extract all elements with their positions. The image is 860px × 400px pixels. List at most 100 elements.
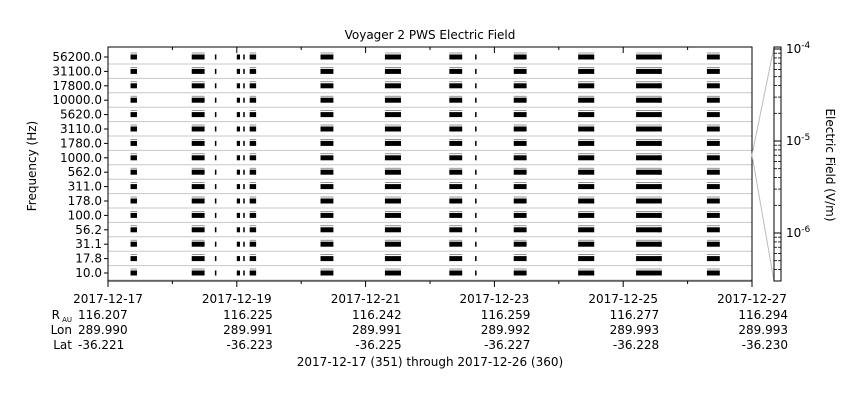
data-block (578, 184, 595, 190)
data-block (320, 198, 334, 204)
y-axis-label: Frequency (Hz) (25, 121, 39, 212)
ephemeris-value: 289.991 (352, 323, 402, 337)
data-block (706, 169, 720, 175)
data-block (243, 212, 245, 218)
data-block (191, 54, 205, 60)
data-block (236, 68, 241, 74)
data-block (475, 97, 477, 103)
ephemeris-value: 116.294 (738, 308, 788, 322)
data-block (214, 97, 217, 103)
data-block (475, 54, 477, 60)
data-block (658, 97, 661, 103)
data-block (636, 54, 662, 60)
data-block (658, 241, 661, 247)
data-block (236, 112, 241, 118)
data-block (449, 184, 463, 190)
data-block (236, 256, 241, 262)
data-block (513, 140, 527, 146)
x-axis-label: 2017-12-17 (351) through 2017-12-26 (360… (297, 355, 563, 369)
ephemeris-value: 116.277 (610, 308, 660, 322)
data-block (449, 83, 463, 89)
data-block (706, 212, 720, 218)
data-block (130, 241, 137, 247)
data-block (243, 198, 245, 204)
colorbar-frame (773, 46, 782, 282)
data-block (243, 140, 245, 146)
data-block (384, 198, 402, 204)
x-tick-label: 2017-12-27 (717, 292, 787, 306)
data-block (130, 54, 137, 60)
ephemeris-label-lon: Lon (51, 323, 72, 337)
data-block (449, 227, 463, 233)
colorbar-tick-label: 10-4 (786, 41, 811, 56)
data-block (130, 270, 137, 276)
data-block (706, 227, 720, 233)
y-tick-label: 562.0 (68, 165, 102, 179)
data-block (214, 256, 217, 262)
data-block (214, 54, 217, 60)
x-tick-label: 2017-12-17 (73, 292, 143, 306)
data-block (320, 68, 334, 74)
x-tick-label: 2017-12-25 (588, 292, 658, 306)
data-block (243, 227, 245, 233)
y-tick-label: 17800.0 (52, 79, 102, 93)
x-tick-label: 2017-12-23 (460, 292, 530, 306)
data-block (130, 112, 137, 118)
data-block (214, 126, 217, 132)
data-block (236, 83, 241, 89)
data-block (130, 256, 137, 262)
data-block (249, 184, 257, 190)
ephemeris-label-r: R (52, 308, 60, 322)
data-block (513, 54, 527, 60)
data-block (706, 112, 720, 118)
ephemeris-value: -36.230 (742, 338, 788, 352)
data-block (578, 270, 595, 276)
ephemeris-value: -36.227 (484, 338, 530, 352)
data-block (578, 155, 595, 161)
y-tick-label: 1780.0 (60, 136, 102, 150)
data-block (384, 184, 402, 190)
data-block (249, 97, 257, 103)
data-block (658, 198, 661, 204)
data-block (475, 126, 477, 132)
ephemeris-value: 289.993 (610, 323, 660, 337)
data-block (578, 169, 595, 175)
data-block (236, 270, 241, 276)
data-block (513, 112, 527, 118)
data-block (706, 83, 720, 89)
data-block (249, 256, 257, 262)
ephemeris-value: 116.242 (352, 308, 402, 322)
data-block (320, 212, 334, 218)
data-block (475, 198, 477, 204)
data-block (449, 97, 463, 103)
data-block (475, 83, 477, 89)
data-block (243, 54, 245, 60)
data-block (130, 155, 137, 161)
data-block (658, 68, 661, 74)
data-block (236, 198, 241, 204)
data-block (243, 97, 245, 103)
data-block (706, 155, 720, 161)
data-block (249, 68, 257, 74)
data-block (706, 140, 720, 146)
data-block (658, 140, 661, 146)
y-tick-label: 31.1 (75, 237, 102, 251)
data-block (658, 54, 661, 60)
colorbar-connector (751, 46, 775, 156)
data-block (658, 112, 661, 118)
data-block (130, 169, 137, 175)
data-block (658, 155, 661, 161)
ephemeris-value: 289.991 (223, 323, 273, 337)
y-tick-label: 1000.0 (60, 151, 102, 165)
data-block (243, 184, 245, 190)
data-block (513, 241, 527, 247)
data-block (578, 198, 595, 204)
data-block (449, 140, 463, 146)
data-block (706, 97, 720, 103)
data-block (249, 198, 257, 204)
data-block (214, 68, 217, 74)
data-block (658, 169, 661, 175)
data-block (249, 112, 257, 118)
chart-title: Voyager 2 PWS Electric Field (345, 28, 516, 42)
data-block (636, 169, 662, 175)
